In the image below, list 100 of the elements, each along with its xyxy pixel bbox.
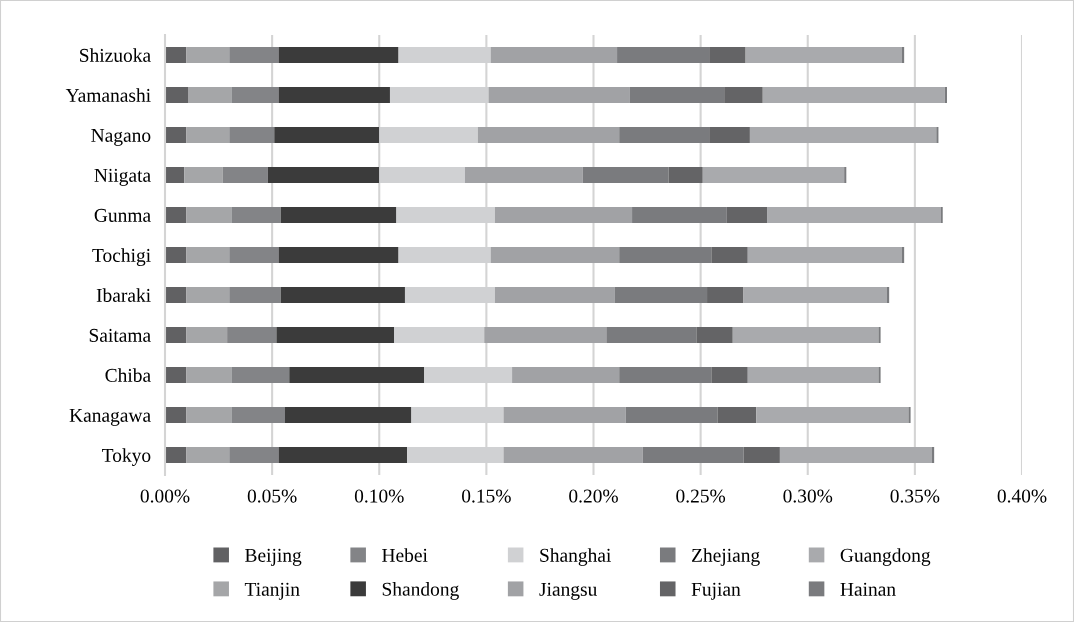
bar [165,287,187,303]
bar [229,247,279,263]
bar [709,47,746,63]
y-tick-label: Yamanashi [65,88,151,102]
bar [762,87,945,103]
bar [165,87,189,103]
legend-label: Tianjin [244,582,300,600]
x-tick-label: 0.40% [997,489,1047,503]
bar [227,327,277,343]
bar [276,327,395,343]
bar [779,447,933,463]
bar [732,327,879,343]
bar [186,407,232,423]
bar [186,287,230,303]
bar [186,247,230,263]
bar [165,207,187,223]
y-tick-label: Nagano [91,128,151,146]
legend-label: Hainan [840,582,896,596]
bar [707,287,744,303]
x-tick-label: 0.10% [354,489,404,503]
bar [582,167,669,183]
bar [709,127,750,143]
y-tick-label: Tokyo [102,448,151,466]
bar [464,167,583,183]
bar [278,247,399,263]
y-tick-label: Shizuoka [80,48,151,62]
bar [625,407,718,423]
bar [619,127,710,143]
bar [165,247,187,263]
bar [184,167,223,183]
legend-label: Zhejiang [692,548,760,566]
bar [186,327,228,343]
bar [494,207,633,223]
bar [280,207,397,223]
bar [165,167,185,183]
x-tick-label: 0.35% [890,489,940,503]
legend-label: Fujian [691,582,741,600]
x-tick-label: 0.20% [569,489,618,503]
bar [696,327,733,343]
bar [844,167,847,183]
bar [617,47,710,63]
bar [767,207,941,223]
bar [490,247,620,263]
bar [494,287,615,303]
bar [747,367,879,383]
bar [668,167,703,183]
bar [743,287,888,303]
bar [289,367,425,383]
bar [394,327,485,343]
bar [284,407,412,423]
y-tick-label: Kanagawa [69,408,151,426]
legend-label: Shandong [382,582,459,600]
bar [614,287,708,303]
bar [477,127,620,143]
bar [186,47,230,63]
bar [267,167,380,183]
bar [165,327,187,343]
bar [165,447,187,463]
bar [724,87,763,103]
bar [726,207,768,223]
x-tick-label: 0.30% [783,489,833,503]
y-tick-label: Niigata [94,168,151,186]
bar [940,207,943,223]
bar [512,367,620,383]
legend-label: Jiangsu [539,582,597,600]
bar [944,87,948,103]
bar [278,87,390,103]
bar [229,287,281,303]
legend-label: Guangdong [840,548,931,566]
bar [503,447,643,463]
bar [165,47,187,63]
bar [186,447,230,463]
bar [619,247,712,263]
bar [711,247,748,263]
bar [619,367,712,383]
bar [717,407,757,423]
bar [908,407,911,423]
bar [887,287,890,303]
legend-label: Beijing [245,548,302,566]
bar [165,407,187,423]
bar [278,47,399,63]
legend-label: Hebei [382,548,428,562]
bar [702,167,845,183]
bar [756,407,909,423]
bar [747,247,903,263]
bar [629,87,725,103]
bar [503,407,626,423]
y-tick-label: Saitama [89,328,151,342]
bar [488,87,630,103]
bar [632,207,727,223]
bar [274,127,380,143]
bar [749,127,937,143]
bar [186,127,230,143]
bar [484,327,607,343]
bar [165,127,187,143]
bar [186,367,232,383]
x-tick-label: 0.00% [140,489,190,503]
y-tick-label: Ibaraki [96,288,151,302]
bar [229,447,279,463]
bar [902,47,905,63]
